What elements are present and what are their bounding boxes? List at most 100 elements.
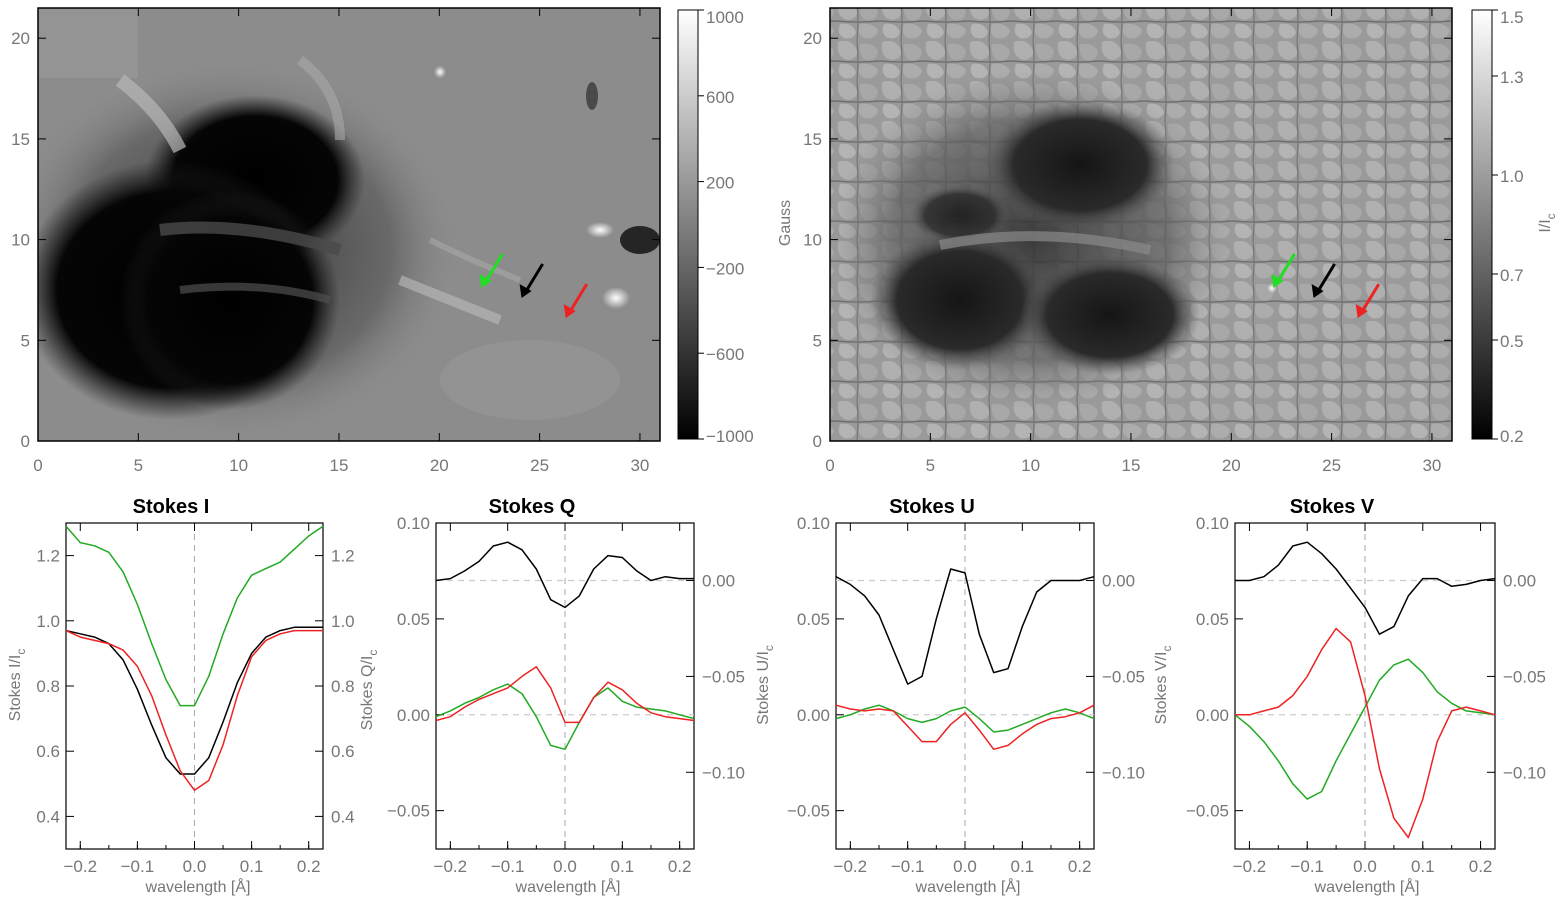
x-tick-label: −0.1 xyxy=(491,857,525,876)
stokes-i-plot: Stokes I wavelength [Å] Stokes I/Ic Stok… xyxy=(7,496,355,896)
pointer-arrow-head xyxy=(1271,273,1284,288)
pointer-arrow-shaft xyxy=(1276,253,1296,283)
series-line xyxy=(1234,658,1496,800)
y-tick-label: 20 xyxy=(11,29,30,48)
stokes-q-plot: Stokes Q wavelength [Å] Stokes Q/Ic −0.2… xyxy=(359,496,745,896)
y-tick-label: 15 xyxy=(11,130,30,149)
colorbar-tick-label: 0.7 xyxy=(1500,266,1524,285)
y-tick-label: 0.10 xyxy=(797,514,830,533)
magnetogram-colorbar: 1000 600 200 −200 −600 −1000 Gauss xyxy=(677,8,794,446)
pointer-arrow-head xyxy=(1355,304,1368,319)
x-tick-label: −0.1 xyxy=(1290,857,1324,876)
colorbar-tick-label: −200 xyxy=(706,259,744,278)
stokes-q-xlabel: wavelength [Å] xyxy=(515,877,621,896)
colorbar-tick-label: 0.5 xyxy=(1500,332,1524,351)
pointer-arrow-head xyxy=(519,284,532,299)
stokes-v-title: Stokes V xyxy=(1290,496,1375,518)
x-tick-label: −0.2 xyxy=(1233,857,1267,876)
y-tick-label-right: 0.00 xyxy=(1102,572,1135,591)
x-tick-label: −0.2 xyxy=(63,857,97,876)
x-tick-label: 15 xyxy=(1122,456,1141,475)
x-tick-label: −0.1 xyxy=(121,857,155,876)
y-tick-label: −0.05 xyxy=(787,802,830,821)
y-tick-label: 5 xyxy=(21,331,30,350)
x-tick-label: −0.2 xyxy=(834,857,868,876)
intensity-colorbar-ticks: 1.5 1.3 1.0 0.7 0.5 0.2 xyxy=(1492,8,1524,446)
magnetogram-colorbar-label: Gauss xyxy=(777,200,794,246)
y-tick-label-right: −0.05 xyxy=(1503,667,1546,686)
pointer-arrow-head xyxy=(1311,284,1324,299)
colorbar-tick-label: 200 xyxy=(706,174,734,193)
y-tick-label-right: 1.0 xyxy=(331,612,355,631)
stokes-i-xlabel: wavelength [Å] xyxy=(145,877,251,896)
y-tick-label: 0.00 xyxy=(797,706,830,725)
magnetogram-colorbar-ticks: 1000 600 200 −200 −600 −1000 xyxy=(698,8,754,446)
y-tick-label-right: 1.2 xyxy=(331,547,355,566)
x-tick-label: 15 xyxy=(330,456,349,475)
colorbar-tick-label: −1000 xyxy=(706,427,754,446)
y-tick-label-right: −0.10 xyxy=(702,763,745,782)
x-tick-label: 0.2 xyxy=(1469,857,1493,876)
x-tick-label: 25 xyxy=(1322,456,1341,475)
series-line xyxy=(435,666,695,724)
x-tick-label: 0.1 xyxy=(1411,857,1435,876)
y-tick-label-right: 0.4 xyxy=(331,807,355,826)
magnetogram-panel: 0 5 10 15 20 25 30 0 5 10 15 20 xyxy=(11,7,661,475)
pointer-arrow-shaft xyxy=(1360,283,1381,313)
x-tick-label: 0.0 xyxy=(553,857,577,876)
colorbar-tick-label: 1000 xyxy=(706,8,744,27)
x-tick-label: 5 xyxy=(926,456,935,475)
pointer-arrow-shaft xyxy=(484,253,504,283)
colorbar-tick-label: 0.2 xyxy=(1500,427,1524,446)
colorbar-tick-label: −600 xyxy=(706,345,744,364)
x-tick-label: 0.0 xyxy=(183,857,207,876)
intensity-panel: 0 5 10 15 20 25 30 0 5 10 15 20 xyxy=(803,7,1453,475)
y-tick-label-right: −0.10 xyxy=(1102,763,1145,782)
stokes-v-plot: Stokes V wavelength [Å] Stokes V/Ic −0.2… xyxy=(1153,496,1546,896)
stokes-v-ylabel: Stokes V/Ic xyxy=(1153,646,1174,725)
x-tick-label: 30 xyxy=(630,456,649,475)
stokes-u-xlabel: wavelength [Å] xyxy=(915,877,1021,896)
x-tick-label: 0 xyxy=(825,456,834,475)
colorbar-tick-label: 1.0 xyxy=(1500,167,1524,186)
x-tick-label: 10 xyxy=(229,456,248,475)
x-tick-label: −0.1 xyxy=(891,857,925,876)
pointer-arrow-head xyxy=(479,273,492,288)
y-tick-label: 10 xyxy=(803,231,822,250)
x-tick-label: 0.1 xyxy=(240,857,264,876)
series-line xyxy=(435,541,694,609)
series-line xyxy=(65,629,323,792)
x-tick-label: 20 xyxy=(430,456,449,475)
intensity-colorbar: 1.5 1.3 1.0 0.7 0.5 0.2 I/Ic xyxy=(1471,8,1558,446)
y-tick-label-right: 0.8 xyxy=(331,677,355,696)
series-line xyxy=(835,568,1095,685)
y-tick-label-right: −0.05 xyxy=(1102,667,1145,686)
y-tick-label-right: 0.00 xyxy=(1503,572,1536,591)
stokes-q-title: Stokes Q xyxy=(489,496,576,518)
series-line xyxy=(1235,541,1496,635)
x-tick-label: 0.1 xyxy=(611,857,635,876)
y-tick-label: 0.05 xyxy=(1196,610,1229,629)
colorbar-tick-label: 600 xyxy=(706,88,734,107)
y-tick-label: 0 xyxy=(21,432,30,451)
x-tick-label: 0 xyxy=(33,456,42,475)
intensity-colorbar-label: I/Ic xyxy=(1537,213,1558,232)
x-tick-label: 0.2 xyxy=(668,857,692,876)
pointer-arrow-shaft xyxy=(568,283,589,313)
x-tick-label: 0.2 xyxy=(297,857,321,876)
stokes-i-title: Stokes I xyxy=(133,496,210,518)
colorbar-tick-label: 1.3 xyxy=(1500,68,1524,87)
y-tick-label: 0.6 xyxy=(36,742,60,761)
y-tick-label: 0.05 xyxy=(797,610,830,629)
y-tick-label: 0 xyxy=(813,432,822,451)
series-line xyxy=(835,704,1095,751)
x-tick-label: 25 xyxy=(530,456,549,475)
stokes-u-ylabel: Stokes U/Ic xyxy=(755,645,776,725)
y-tick-label: 5 xyxy=(813,331,822,350)
y-tick-label: 0.00 xyxy=(1196,706,1229,725)
y-tick-label: 0.10 xyxy=(397,514,430,533)
series-line xyxy=(835,704,1095,733)
y-tick-label: 0.05 xyxy=(397,610,430,629)
y-tick-label-right: −0.05 xyxy=(702,667,745,686)
